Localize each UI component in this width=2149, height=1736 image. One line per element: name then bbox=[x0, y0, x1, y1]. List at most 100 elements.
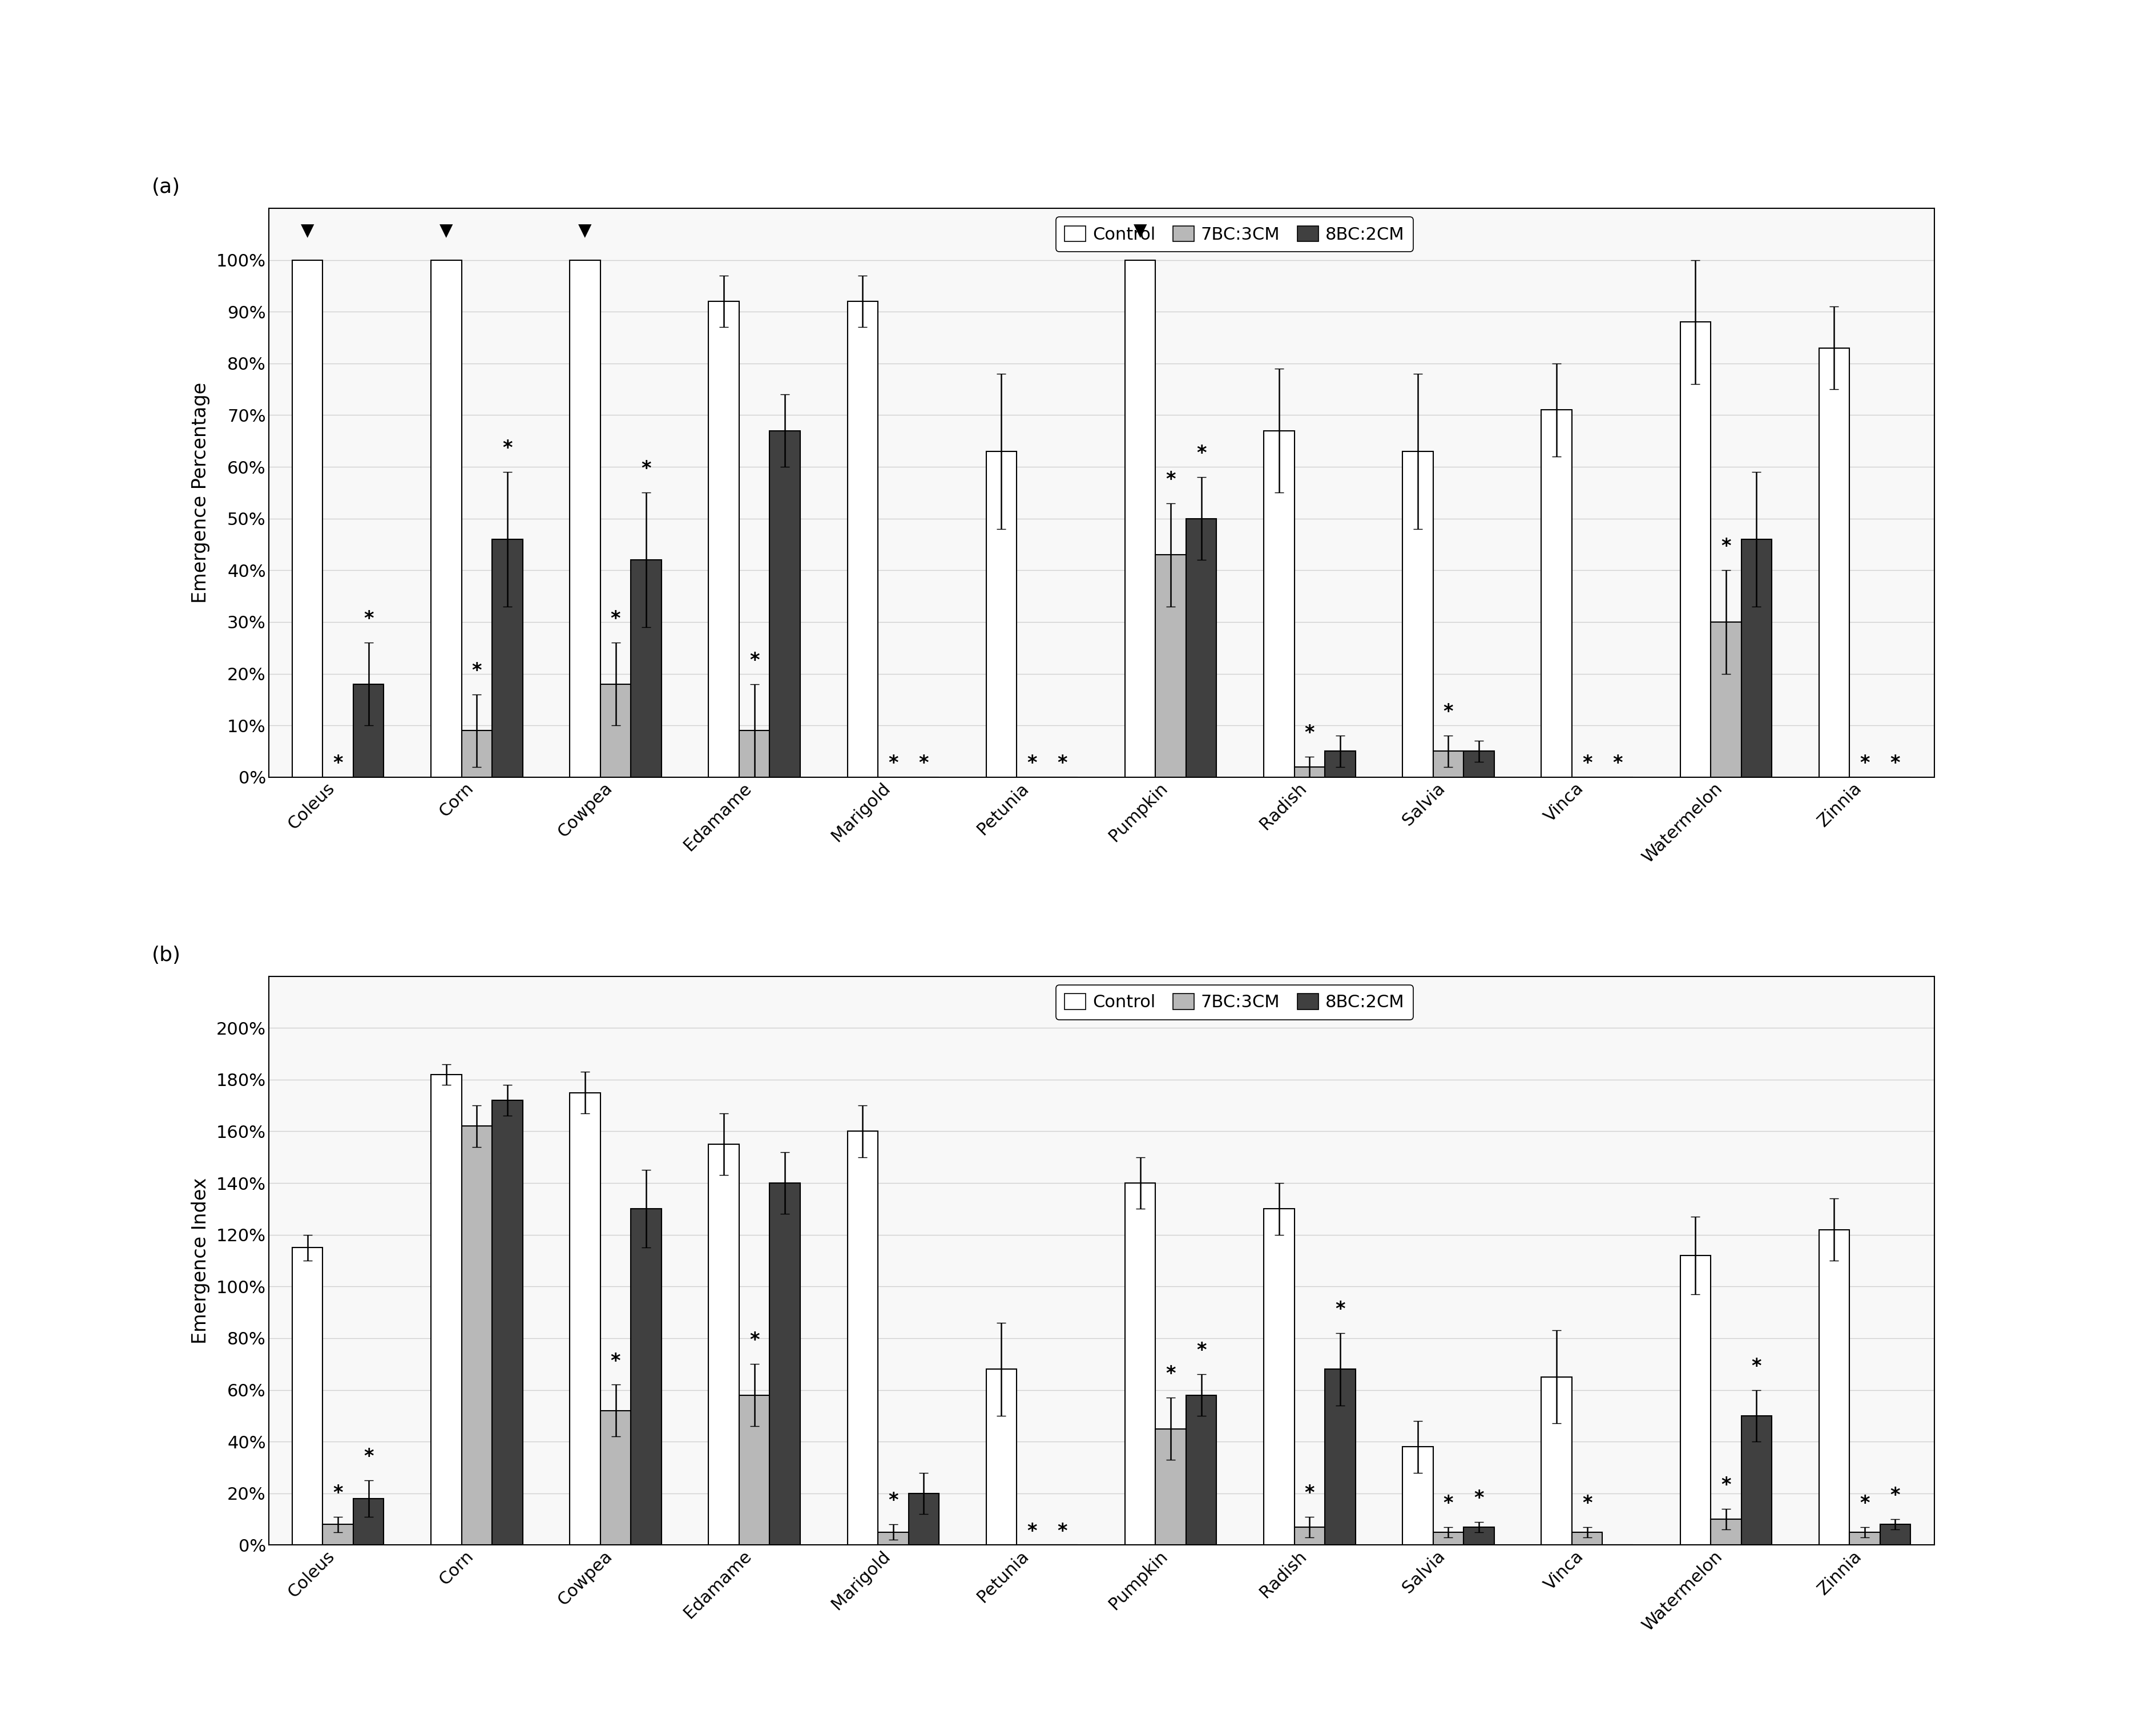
Legend: Control, 7BC:3CM, 8BC:2CM: Control, 7BC:3CM, 8BC:2CM bbox=[1055, 984, 1414, 1019]
Bar bbox=[1850, 1533, 1880, 1545]
Bar bbox=[1186, 1396, 1216, 1545]
Text: *: * bbox=[1582, 1495, 1592, 1512]
Bar bbox=[769, 431, 799, 778]
Text: *: * bbox=[1197, 444, 1206, 464]
Text: (b): (b) bbox=[153, 946, 181, 965]
Text: *: * bbox=[1582, 753, 1592, 773]
Bar bbox=[492, 540, 522, 778]
Bar bbox=[739, 731, 769, 778]
Text: ▼: ▼ bbox=[1133, 222, 1148, 240]
Bar bbox=[1403, 451, 1433, 778]
Bar bbox=[1741, 540, 1771, 778]
Bar bbox=[1681, 323, 1711, 778]
Bar bbox=[432, 260, 462, 778]
Bar bbox=[1541, 410, 1571, 778]
Bar bbox=[1324, 1370, 1356, 1545]
Bar bbox=[492, 1101, 522, 1545]
Bar bbox=[632, 561, 662, 778]
Text: *: * bbox=[333, 1484, 344, 1502]
Text: *: * bbox=[1027, 753, 1038, 773]
Bar bbox=[1124, 1182, 1156, 1545]
Text: *: * bbox=[1444, 703, 1453, 722]
Text: *: * bbox=[920, 753, 928, 773]
Bar bbox=[322, 1524, 352, 1545]
Text: *: * bbox=[640, 460, 651, 479]
Bar bbox=[1880, 1524, 1910, 1545]
Legend: Control, 7BC:3CM, 8BC:2CM: Control, 7BC:3CM, 8BC:2CM bbox=[1055, 217, 1414, 252]
Text: *: * bbox=[1304, 1484, 1315, 1502]
Bar bbox=[1433, 752, 1463, 778]
Text: *: * bbox=[473, 661, 481, 681]
Bar bbox=[1324, 752, 1356, 778]
Bar bbox=[739, 1396, 769, 1545]
Bar bbox=[769, 1182, 799, 1545]
Bar bbox=[1463, 1528, 1494, 1545]
Y-axis label: Emergence Index: Emergence Index bbox=[191, 1177, 211, 1344]
Bar bbox=[569, 1092, 600, 1545]
Bar bbox=[292, 1248, 322, 1545]
Text: *: * bbox=[333, 753, 344, 773]
Bar bbox=[600, 684, 632, 778]
Text: *: * bbox=[888, 1491, 898, 1510]
Text: *: * bbox=[503, 439, 511, 458]
Text: *: * bbox=[1057, 1522, 1068, 1542]
Text: *: * bbox=[1891, 1486, 1900, 1505]
Text: *: * bbox=[1474, 1489, 1483, 1507]
Bar bbox=[1681, 1255, 1711, 1545]
Bar bbox=[1741, 1417, 1771, 1545]
Bar bbox=[1818, 1229, 1850, 1545]
Bar bbox=[986, 1370, 1016, 1545]
Text: *: * bbox=[1859, 1495, 1870, 1512]
Bar bbox=[709, 1144, 739, 1545]
Text: *: * bbox=[1859, 753, 1870, 773]
Text: ▼: ▼ bbox=[441, 222, 453, 240]
Bar bbox=[1294, 1528, 1324, 1545]
Bar bbox=[909, 1493, 939, 1545]
Text: *: * bbox=[1721, 536, 1730, 556]
Text: ▼: ▼ bbox=[301, 222, 314, 240]
Bar bbox=[600, 1411, 632, 1545]
Text: *: * bbox=[1057, 753, 1068, 773]
Bar bbox=[1463, 752, 1494, 778]
Bar bbox=[1433, 1533, 1463, 1545]
Bar bbox=[847, 1132, 879, 1545]
Bar bbox=[292, 260, 322, 778]
Text: *: * bbox=[1721, 1476, 1730, 1495]
Text: *: * bbox=[610, 1352, 621, 1370]
Text: *: * bbox=[888, 753, 898, 773]
Text: *: * bbox=[1027, 1522, 1038, 1542]
Text: ▼: ▼ bbox=[578, 222, 591, 240]
Text: *: * bbox=[363, 1448, 374, 1467]
Bar bbox=[1264, 431, 1294, 778]
Y-axis label: Emergence Percentage: Emergence Percentage bbox=[191, 382, 211, 602]
Text: *: * bbox=[1165, 470, 1176, 490]
Text: *: * bbox=[1197, 1342, 1206, 1361]
Bar bbox=[1264, 1208, 1294, 1545]
Bar bbox=[352, 684, 385, 778]
Text: *: * bbox=[610, 609, 621, 628]
Text: *: * bbox=[1751, 1358, 1762, 1375]
Text: *: * bbox=[1335, 1300, 1345, 1319]
Text: *: * bbox=[750, 1332, 759, 1351]
Text: *: * bbox=[750, 651, 759, 670]
Text: *: * bbox=[1444, 1495, 1453, 1512]
Bar bbox=[847, 302, 879, 778]
Bar bbox=[1711, 1519, 1741, 1545]
Text: *: * bbox=[1165, 1364, 1176, 1384]
Bar bbox=[1124, 260, 1156, 778]
Bar bbox=[1541, 1377, 1571, 1545]
Bar bbox=[1571, 1533, 1603, 1545]
Bar bbox=[1186, 519, 1216, 778]
Text: *: * bbox=[1304, 724, 1315, 743]
Bar bbox=[462, 1127, 492, 1545]
Text: (a): (a) bbox=[153, 177, 181, 196]
Bar bbox=[632, 1208, 662, 1545]
Bar bbox=[1156, 556, 1186, 778]
Bar bbox=[352, 1498, 385, 1545]
Bar bbox=[1294, 767, 1324, 778]
Bar bbox=[1818, 347, 1850, 778]
Bar bbox=[1403, 1446, 1433, 1545]
Bar bbox=[432, 1075, 462, 1545]
Bar bbox=[462, 731, 492, 778]
Text: *: * bbox=[363, 609, 374, 628]
